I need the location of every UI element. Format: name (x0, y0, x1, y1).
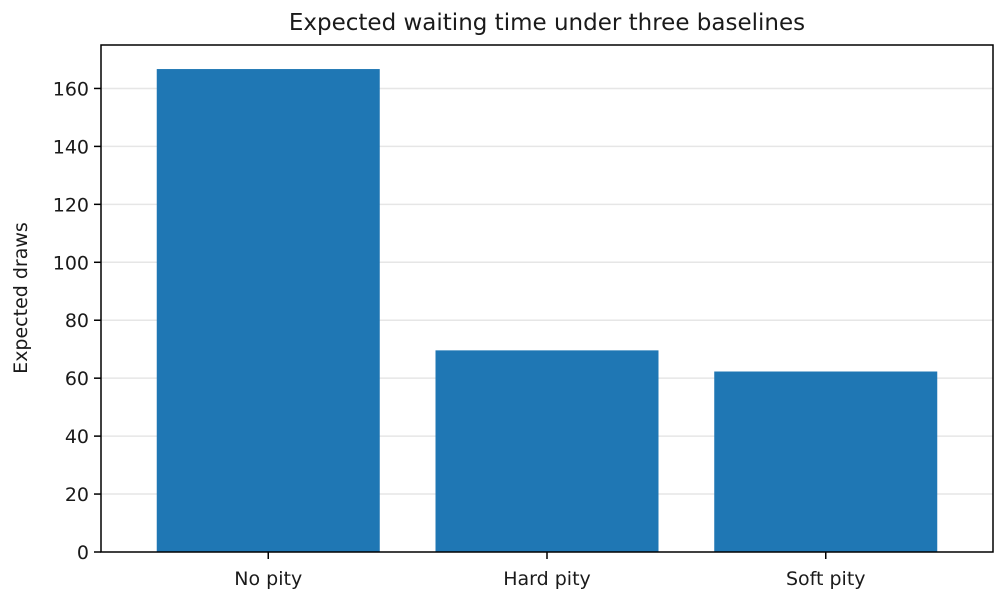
y-axis-label: Expected draws (10, 222, 32, 374)
y-tick-label: 0 (77, 542, 89, 564)
bar-hard-pity (435, 350, 659, 552)
chart-title: Expected waiting time under three baseli… (289, 10, 805, 36)
bars (156, 69, 938, 552)
bar-no-pity (156, 69, 380, 552)
x-tick-label: Soft pity (786, 568, 866, 590)
y-tick-label: 100 (53, 252, 89, 274)
y-tick-label: 40 (65, 426, 89, 448)
x-tick-label: No pity (234, 568, 302, 590)
x-tick-label: Hard pity (503, 568, 591, 590)
y-axis-ticks: 0 20 40 60 80 100 120 140 160 (53, 78, 101, 564)
y-tick-label: 120 (53, 194, 89, 216)
y-tick-label: 160 (53, 78, 89, 100)
bar-soft-pity (714, 371, 938, 552)
x-axis-ticks: No pity Hard pity Soft pity (234, 552, 866, 590)
y-tick-label: 80 (65, 310, 89, 332)
y-tick-label: 140 (53, 136, 89, 158)
y-tick-label: 20 (65, 484, 89, 506)
y-tick-label: 60 (65, 368, 89, 390)
